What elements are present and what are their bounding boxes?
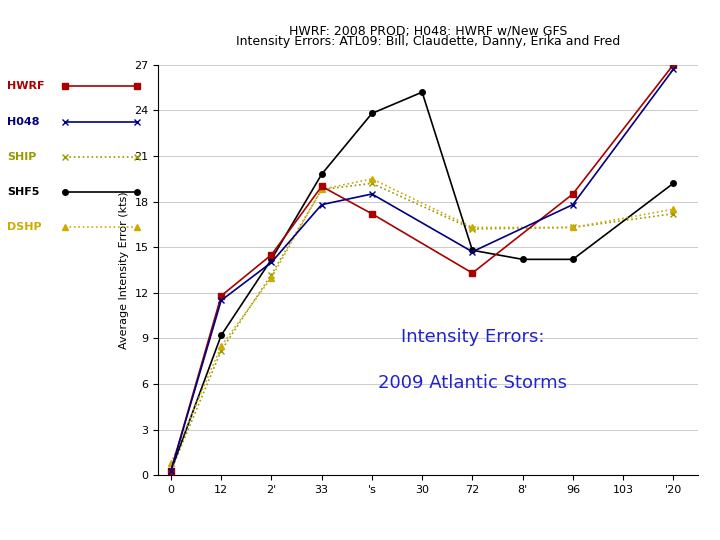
Text: H048: H048	[7, 117, 40, 126]
Text: Intensity Errors:: Intensity Errors:	[400, 328, 544, 346]
Text: HWRF: HWRF	[7, 82, 45, 91]
Text: HWRF: 2008 PROD; H048: HWRF w/New GFS: HWRF: 2008 PROD; H048: HWRF w/New GFS	[289, 24, 567, 37]
Text: DSHP: DSHP	[7, 222, 42, 232]
Text: 2009 Atlantic Storms: 2009 Atlantic Storms	[378, 374, 567, 391]
Text: SHIP: SHIP	[7, 152, 37, 161]
Y-axis label: Average Intensity Error (kts): Average Intensity Error (kts)	[119, 191, 129, 349]
Text: SHF5: SHF5	[7, 187, 40, 197]
Text: Intensity Errors: ATL09: Bill, Claudette, Danny, Erika and Fred: Intensity Errors: ATL09: Bill, Claudette…	[236, 35, 621, 48]
